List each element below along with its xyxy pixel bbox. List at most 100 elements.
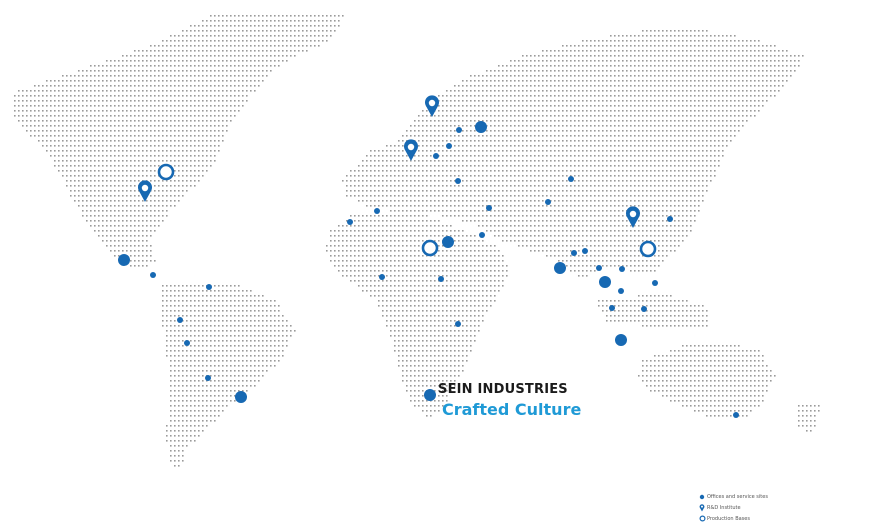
land-dot	[506, 110, 508, 112]
land-dot	[198, 35, 200, 37]
land-dot	[714, 80, 716, 82]
land-dot	[174, 130, 176, 132]
land-dot	[118, 220, 120, 222]
land-dot	[722, 85, 724, 87]
land-dot	[274, 40, 276, 42]
land-dot	[138, 95, 140, 97]
land-dot	[462, 155, 464, 157]
land-dot	[206, 65, 208, 67]
land-dot	[306, 30, 308, 32]
land-dot	[726, 120, 728, 122]
land-dot	[358, 170, 360, 172]
land-dot	[650, 130, 652, 132]
land-dot	[178, 150, 180, 152]
land-dot	[310, 45, 312, 47]
land-dot	[174, 50, 176, 52]
land-dot	[98, 225, 100, 227]
land-dot	[634, 160, 636, 162]
land-dot	[78, 140, 80, 142]
land-dot	[570, 130, 572, 132]
land-dot	[598, 170, 600, 172]
land-dot	[650, 105, 652, 107]
land-dot	[554, 95, 556, 97]
land-dot	[50, 100, 52, 102]
land-dot	[70, 160, 72, 162]
land-dot	[346, 180, 348, 182]
land-dot	[130, 75, 132, 77]
land-dot	[710, 170, 712, 172]
land-dot	[362, 185, 364, 187]
land-dot	[98, 200, 100, 202]
land-dot	[70, 90, 72, 92]
land-dot	[410, 175, 412, 177]
land-dot	[186, 95, 188, 97]
land-dot	[54, 95, 56, 97]
land-dot	[70, 105, 72, 107]
land-dot	[634, 85, 636, 87]
land-dot	[26, 130, 28, 132]
land-dot	[530, 100, 532, 102]
land-dot	[206, 20, 208, 22]
land-dot	[554, 225, 556, 227]
land-dot	[130, 105, 132, 107]
land-dot	[662, 80, 664, 82]
land-dot	[146, 200, 148, 202]
land-dot	[606, 125, 608, 127]
land-dot	[162, 100, 164, 102]
land-dot	[474, 135, 476, 137]
land-dot	[242, 75, 244, 77]
land-dot	[782, 85, 784, 87]
land-dot	[582, 60, 584, 62]
land-dot	[182, 35, 184, 37]
land-dot	[494, 210, 496, 212]
land-dot	[458, 200, 460, 202]
land-dot	[638, 95, 640, 97]
land-dot	[94, 230, 96, 232]
land-dot	[674, 80, 676, 82]
land-dot	[482, 200, 484, 202]
land-dot	[450, 175, 452, 177]
land-dot	[314, 35, 316, 37]
land-dot	[430, 130, 432, 132]
land-dot	[194, 130, 196, 132]
land-dot	[446, 180, 448, 182]
land-dot	[754, 105, 756, 107]
land-dot	[710, 155, 712, 157]
land-dot	[594, 155, 596, 157]
land-dot	[122, 115, 124, 117]
land-dot	[134, 165, 136, 167]
land-dot	[454, 85, 456, 87]
land-dot	[506, 140, 508, 142]
land-dot	[118, 130, 120, 132]
land-dot	[434, 160, 436, 162]
land-dot	[690, 165, 692, 167]
land-dot	[678, 80, 680, 82]
land-dot	[182, 160, 184, 162]
land-dot	[206, 25, 208, 27]
land-dot	[26, 105, 28, 107]
land-dot	[518, 90, 520, 92]
land-dot	[570, 200, 572, 202]
land-dot	[150, 145, 152, 147]
land-dot	[618, 200, 620, 202]
land-dot	[610, 225, 612, 227]
land-dot	[450, 110, 452, 112]
land-dot	[514, 75, 516, 77]
land-dot	[182, 80, 184, 82]
land-dot	[562, 150, 564, 152]
land-dot	[598, 205, 600, 207]
land-dot	[118, 180, 120, 182]
land-dot	[738, 75, 740, 77]
land-dot	[578, 105, 580, 107]
land-dot	[758, 45, 760, 47]
land-dot	[534, 120, 536, 122]
land-dot	[402, 215, 404, 217]
land-dot	[270, 55, 272, 57]
land-dot	[598, 195, 600, 197]
land-dot	[686, 175, 688, 177]
land-dot	[434, 115, 436, 117]
land-dot	[650, 115, 652, 117]
land-dot	[694, 190, 696, 192]
land-dot	[570, 65, 572, 67]
land-dot	[730, 35, 732, 37]
